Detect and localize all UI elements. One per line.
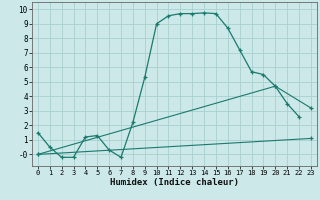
X-axis label: Humidex (Indice chaleur): Humidex (Indice chaleur) [110,178,239,187]
